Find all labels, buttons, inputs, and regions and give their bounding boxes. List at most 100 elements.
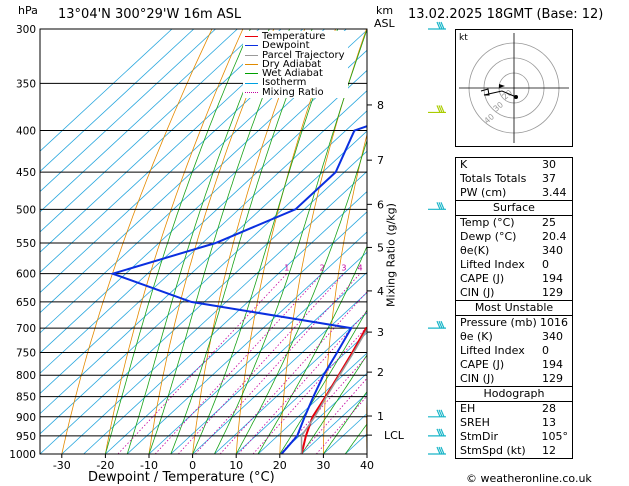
wind-barb — [428, 21, 446, 30]
wind-barb — [428, 446, 446, 455]
table-value: 1016 — [540, 316, 568, 329]
datetime-title: 13.02.2025 18GMT (Base: 12) — [408, 7, 604, 22]
plot-frame — [39, 28, 368, 455]
wind-barb — [428, 428, 446, 437]
table-key: Pressure (mb) — [460, 316, 537, 329]
pressure-tick-label: 500 — [16, 204, 36, 216]
location-title: 13°04'N 300°29'W 16m ASL — [58, 7, 242, 22]
legend-swatch — [245, 64, 258, 66]
table-value: 20.4 — [542, 230, 567, 243]
table-value: 12 — [542, 444, 556, 457]
isotherm-line — [40, 29, 260, 233]
table-key: StmDir — [460, 430, 499, 443]
wet-adiabat — [323, 390, 367, 454]
legend-item: Wet Adiabat — [245, 68, 345, 80]
mixing-ratio-line — [154, 273, 323, 454]
legend-label: Wet Adiabat — [262, 68, 323, 80]
isotherm-line — [40, 29, 216, 193]
chart-legend: Temperature Dewpoint Parcel Trajectory Dry … — [243, 31, 348, 99]
table-value: 340 — [542, 244, 563, 257]
table-value: 129 — [542, 372, 563, 385]
table-row: Totals Totals 37 — [456, 172, 572, 186]
table-value: 3.44 — [542, 186, 567, 199]
credit-text: © weatheronline.co.uk — [466, 472, 592, 485]
legend-label: Temperature — [262, 31, 326, 42]
table-row: Dewp (°C) 20.4 — [456, 230, 572, 244]
table-key: Lifted Index — [460, 258, 525, 271]
table-key: EH — [460, 402, 476, 415]
isotherm-line — [40, 29, 325, 294]
table-section-title: Hodograph — [456, 386, 572, 402]
indices-table: K 30 Totals Totals 37 PW (cm) 3.44 Surface Temp… — [455, 157, 573, 459]
mixing-ratio-line — [194, 273, 361, 454]
mixing-ratio-label: 4 — [357, 264, 362, 273]
temp-tick-label: 10 — [229, 459, 243, 472]
legend-label: Isotherm — [262, 77, 307, 89]
table-key: PW (cm) — [460, 186, 507, 199]
temp-tick-label: -10 — [140, 459, 158, 472]
hodo-storm-motion — [514, 95, 518, 99]
table-key: Lifted Index — [460, 344, 525, 357]
legend-swatch — [245, 82, 258, 84]
mixing-ratio-label: 2 — [320, 264, 325, 273]
isotherm-line — [235, 332, 367, 454]
isotherm-line — [40, 110, 367, 415]
pressure-tick-label: 700 — [16, 323, 36, 335]
table-value: 0 — [542, 344, 549, 357]
isotherm-line — [40, 69, 367, 374]
table-row: EH 28 — [456, 402, 572, 416]
isotherm-line — [40, 29, 238, 213]
km-tick-label: 6 — [377, 198, 384, 211]
table-section-title: Most Unstable — [456, 300, 572, 316]
isotherm-line — [40, 29, 173, 152]
isotherm-line — [279, 372, 367, 454]
isotherm-line — [61, 170, 367, 454]
wind-barb — [428, 105, 446, 114]
asl-unit-label: ASL — [374, 17, 395, 30]
isotherm-line — [40, 150, 367, 454]
pressure-tick-label: 450 — [16, 167, 36, 179]
pressure-tick-label: 950 — [16, 431, 36, 443]
pressure-tick-label: 1000 — [9, 449, 36, 461]
wind-barb — [428, 409, 446, 418]
isotherm-line — [40, 29, 347, 314]
isotherm-line — [40, 130, 367, 435]
wet-adiabat — [301, 354, 367, 454]
legend-item: Mixing Ratio — [245, 87, 345, 97]
mixing-ratio-line — [219, 291, 367, 454]
temp-tick-label: 0 — [189, 459, 196, 472]
table-value: 340 — [542, 330, 563, 343]
hodo-marker — [499, 84, 505, 88]
km-tick-label: 8 — [377, 99, 384, 112]
km-tick-label: 1 — [377, 410, 384, 423]
legend-swatch — [245, 73, 258, 75]
km-tick-label: 7 — [377, 154, 384, 167]
isotherm-line — [40, 29, 195, 172]
table-key: Dewp (°C) — [460, 230, 517, 243]
legend-item: Parcel Trajectory — [245, 49, 345, 61]
dry-adiabat — [61, 29, 213, 454]
x-axis-title: Dewpoint / Temperature (°C) — [88, 470, 275, 485]
legend-item: Dewpoint — [245, 41, 345, 51]
isotherm-line — [148, 251, 367, 454]
legend-swatch — [245, 45, 258, 47]
legend-label: Dry Adiabat — [262, 58, 322, 70]
temp-tick-label: 30 — [316, 459, 330, 472]
wind-barb — [428, 202, 446, 210]
mixing-ratio-label: 3 — [341, 264, 346, 273]
legend-label: Parcel Trajectory — [262, 49, 345, 61]
pressure-tick-label: 900 — [16, 412, 36, 424]
pressure-tick-label: 550 — [16, 238, 36, 250]
mixing-ratio-line — [300, 377, 367, 454]
isotherm-line — [192, 291, 367, 454]
table-value: 37 — [542, 172, 556, 185]
legend-swatch — [245, 36, 258, 38]
isotherm-line — [105, 211, 367, 454]
pressure-tick-label: 850 — [16, 392, 36, 404]
pressure-tick-label: 750 — [16, 347, 36, 359]
table-value: 194 — [542, 358, 563, 371]
table-value: 13 — [542, 416, 556, 429]
table-key: θe(K) — [460, 244, 490, 257]
isotherm-line — [83, 191, 367, 454]
pressure-tick-label: 400 — [16, 126, 36, 138]
